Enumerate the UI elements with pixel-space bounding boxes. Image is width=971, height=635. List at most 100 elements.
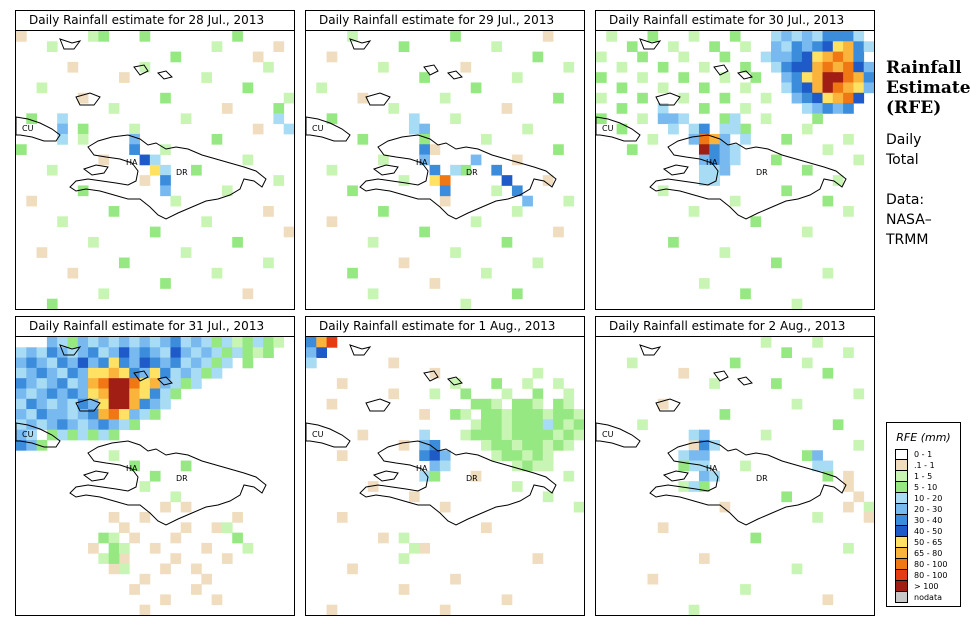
rainfall-cell: [242, 154, 254, 166]
coastline: [359, 440, 557, 526]
rainfall-cell: [729, 123, 741, 135]
rainfall-cell: [637, 72, 648, 83]
rainfall-cell: [108, 563, 120, 575]
coastline: [737, 376, 753, 386]
rainfall-cell: [191, 347, 202, 358]
rainfall-cell: [129, 357, 140, 369]
rainfall-cell: [160, 594, 171, 606]
rainfall-cell: [316, 82, 327, 94]
rainfall-cell: [170, 337, 182, 348]
legend-item: 10 - 20: [895, 493, 960, 504]
rainfall-cell: [863, 61, 874, 73]
rainfall-cell: [180, 460, 192, 472]
rainfall-cell: [698, 123, 710, 135]
country-label-dr: DR: [176, 168, 188, 177]
rainfall-cell: [306, 347, 317, 358]
rainfall-cell: [843, 103, 854, 114]
rainfall-cell: [532, 367, 544, 379]
rainfall-cell: [812, 450, 823, 461]
coastline: [306, 116, 351, 142]
coastline: [16, 116, 61, 142]
rainfall-cell: [637, 419, 648, 431]
rainfall-cell: [98, 409, 110, 420]
coastline: [713, 370, 729, 382]
rainfall-cell: [263, 61, 274, 73]
rainfall-cell: [781, 491, 793, 503]
rainfall-cell: [36, 439, 48, 451]
rainfall-cell: [470, 470, 482, 482]
rainfall-cell: [698, 175, 710, 186]
rainfall-cell: [347, 563, 358, 575]
rainfall-cell: [832, 51, 844, 63]
rainfall-cell: [657, 398, 669, 410]
rainfall-cell: [77, 123, 89, 135]
rainfall-cell: [637, 92, 648, 104]
rainfall-cell: [139, 481, 151, 492]
coastline: [737, 70, 753, 80]
rainfall-cell: [522, 429, 533, 441]
rainfall-cell: [77, 409, 89, 420]
rainfall-cell: [511, 206, 523, 217]
rainfall-cell: [180, 378, 192, 389]
rainfall-cell: [740, 123, 751, 135]
legend-item: > 100: [895, 581, 960, 592]
coastline: [69, 134, 267, 220]
rainfall-cell: [688, 439, 700, 451]
rainfall-cell: [211, 133, 223, 145]
rainfall-cell: [419, 123, 430, 135]
rainfall-cell: [596, 113, 607, 125]
rainfall-cell: [419, 154, 430, 166]
rainfall-cell: [201, 542, 213, 554]
rainfall-cell: [563, 409, 575, 420]
rainfall-cell: [108, 553, 120, 564]
rainfall-cell: [398, 532, 410, 544]
rainfall-cell: [326, 164, 338, 176]
legend-swatch: [895, 504, 908, 515]
rainfall-cell: [88, 347, 99, 358]
rainfall-cell: [863, 501, 874, 513]
rainfall-cell: [57, 357, 68, 369]
coastline: [372, 164, 399, 176]
rainfall-cell: [522, 419, 533, 431]
panel-title: Daily Rainfall estimate for 28 Jul., 201…: [15, 10, 295, 31]
legend-label: 80 - 100: [914, 560, 948, 569]
rainfall-cell: [801, 450, 813, 461]
rainfall-cell: [460, 164, 472, 176]
rainfall-cell: [316, 347, 327, 358]
country-label-haiti: HA: [126, 464, 138, 473]
rainfall-cell: [170, 378, 182, 389]
rainfall-cell: [843, 481, 854, 492]
legend-item: 5 - 10: [895, 482, 960, 493]
legend-item: 30 - 40: [895, 515, 960, 526]
rainfall-cell: [201, 337, 213, 348]
rainfall-cell: [678, 367, 690, 379]
rainfall-cell: [378, 61, 389, 73]
rainfall-cell: [77, 357, 89, 369]
rainfall-cell: [781, 51, 793, 63]
rainfall-cell: [709, 133, 720, 145]
rainfall-cell: [232, 31, 243, 42]
rainfall-cell: [347, 267, 358, 279]
rainfall-cell: [263, 257, 274, 269]
rainfall-cell: [822, 367, 834, 379]
rainfall-cell: [16, 398, 27, 410]
rainfall-cell: [771, 31, 782, 42]
rainfall-cell: [98, 398, 110, 410]
rainfall-cell: [170, 51, 182, 63]
rainfall-cell: [439, 185, 451, 197]
rainfall-cell: [419, 226, 430, 238]
rainfall-cell: [616, 61, 628, 73]
rainfall-cell: [532, 460, 544, 472]
rainfall-cell: [573, 419, 584, 431]
rainfall-cell: [460, 429, 472, 441]
rainfall-cell: [398, 553, 410, 564]
rainfall-cell: [647, 31, 659, 42]
rainfall-cell: [98, 31, 110, 42]
rainfall-cell: [232, 347, 243, 358]
rainfall-cell: [439, 195, 451, 207]
rainfall-cell: [678, 481, 690, 492]
rainfall-cell: [647, 133, 659, 145]
rainfall-cell: [201, 573, 213, 585]
legend-swatch: [895, 548, 908, 559]
legend-label: 10 - 20: [914, 494, 943, 503]
